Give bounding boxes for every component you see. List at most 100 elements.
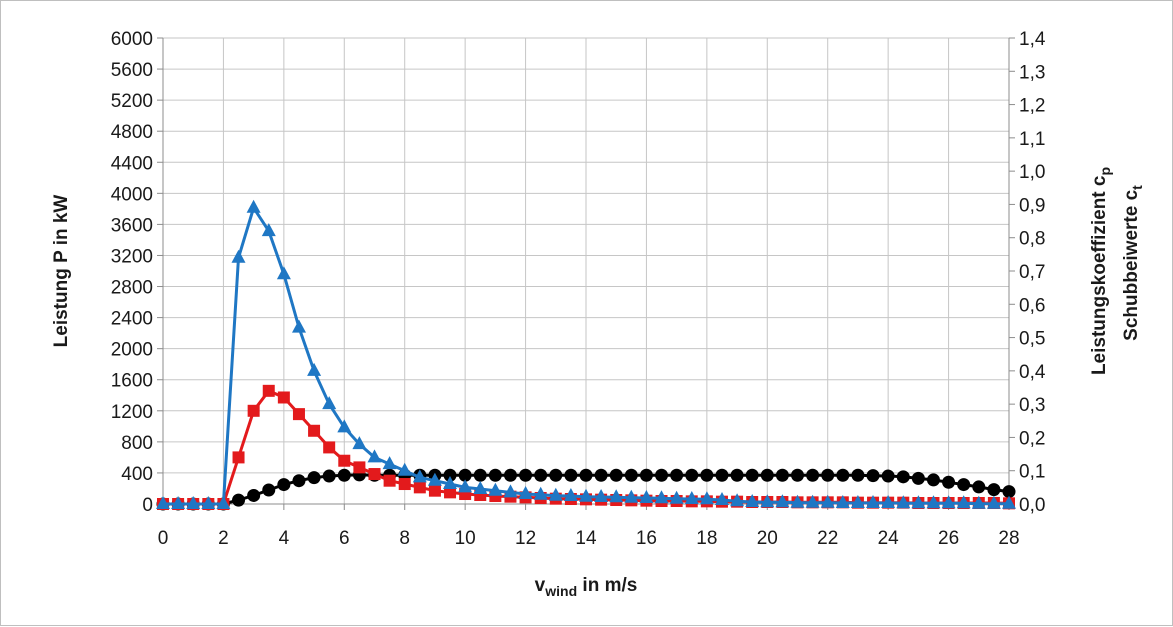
tick-labels: 0 400 800 1200 1600 2000 2400 2800 3200 3600 4000 4… bbox=[111, 29, 1046, 549]
y-right-tick-label: 0,5 bbox=[1019, 329, 1045, 350]
data-point-circle bbox=[232, 493, 246, 507]
x-axis-title-rest: in m/s bbox=[577, 575, 637, 596]
data-point-square bbox=[247, 404, 260, 417]
x-tick-label: 22 bbox=[817, 528, 838, 549]
y-left-tick-label: 400 bbox=[121, 464, 153, 485]
data-point-triangle bbox=[186, 496, 201, 509]
data-point-triangle bbox=[458, 479, 473, 493]
data-point-circle bbox=[337, 468, 351, 482]
data-point-triangle bbox=[292, 319, 306, 333]
data-point-square bbox=[383, 474, 396, 487]
data-point-triangle bbox=[427, 472, 442, 486]
x-axis-title-main: v bbox=[535, 575, 546, 596]
data-point-triangle bbox=[201, 496, 216, 509]
data-point-triangle bbox=[231, 249, 246, 263]
data-point-square bbox=[353, 461, 366, 474]
data-point-circle bbox=[926, 473, 940, 487]
y-left-tick-label: 4400 bbox=[111, 153, 153, 174]
data-point-circle bbox=[443, 468, 457, 482]
data-point-circle bbox=[503, 468, 517, 482]
series-layer bbox=[156, 199, 1016, 511]
data-point-circle bbox=[322, 469, 336, 483]
x-tick-label: 14 bbox=[575, 528, 597, 549]
data-point-triangle bbox=[956, 495, 971, 509]
data-point-triangle bbox=[412, 469, 427, 483]
data-point-circle bbox=[549, 468, 563, 482]
x-tick-label: 28 bbox=[998, 528, 1019, 549]
y-left-tick-label: 3600 bbox=[111, 215, 153, 236]
data-point-square bbox=[338, 454, 351, 467]
data-point-triangle bbox=[594, 489, 609, 502]
grid bbox=[162, 37, 1010, 505]
data-point-triangle bbox=[473, 481, 488, 494]
data-point-circle bbox=[609, 468, 623, 482]
data-point-triangle bbox=[986, 495, 1001, 509]
y-right-axis-title-2-sub: t bbox=[1129, 185, 1145, 190]
y-left-tick-label: 2800 bbox=[111, 278, 153, 299]
data-point-square bbox=[428, 484, 441, 497]
data-point-circle bbox=[579, 468, 593, 482]
y-right-tick-label: 1,2 bbox=[1019, 96, 1045, 117]
y-right-tick-label: 1,1 bbox=[1019, 129, 1045, 150]
data-point-triangle bbox=[896, 495, 911, 509]
data-point-square bbox=[292, 408, 305, 421]
x-tick-label: 12 bbox=[515, 528, 536, 549]
data-point-triangle bbox=[805, 494, 820, 508]
data-point-circle bbox=[519, 468, 533, 482]
y-right-tick-label: 1,4 bbox=[1019, 29, 1046, 50]
data-point-circle bbox=[806, 468, 820, 482]
data-point-triangle bbox=[367, 449, 382, 463]
y-right-axis-title-1-sub: p bbox=[1097, 167, 1113, 176]
data-point-triangle bbox=[715, 492, 729, 505]
data-point-triangle bbox=[488, 482, 503, 496]
data-point-circle bbox=[685, 468, 699, 482]
data-point-circle bbox=[957, 478, 971, 492]
y-right-tick-label: 1,0 bbox=[1019, 162, 1045, 183]
y-right-tick-label: 0,1 bbox=[1019, 462, 1045, 483]
data-point-circle bbox=[730, 468, 744, 482]
y-right-tick-label: 0,9 bbox=[1019, 195, 1045, 216]
data-point-circle bbox=[760, 468, 774, 482]
data-point-square bbox=[277, 391, 290, 404]
data-point-circle bbox=[458, 468, 472, 482]
data-point-circle bbox=[836, 468, 850, 482]
data-point-triangle bbox=[276, 266, 291, 280]
data-point-circle bbox=[639, 468, 653, 482]
data-point-square bbox=[398, 478, 411, 491]
data-point-circle bbox=[670, 468, 684, 482]
data-point-triangle bbox=[684, 491, 699, 504]
data-point-triangle bbox=[835, 495, 850, 508]
y-left-tick-label: 6000 bbox=[111, 29, 153, 50]
x-tick-label: 0 bbox=[158, 528, 169, 549]
data-point-triangle bbox=[760, 494, 775, 508]
data-point-circle bbox=[972, 480, 986, 494]
data-point-triangle bbox=[156, 496, 170, 509]
x-tick-label: 4 bbox=[279, 528, 290, 549]
data-point-circle bbox=[307, 471, 321, 485]
y-right-tick-label: 0,2 bbox=[1019, 428, 1045, 449]
data-point-circle bbox=[745, 468, 759, 482]
data-point-circle bbox=[247, 488, 261, 502]
data-point-circle bbox=[866, 469, 880, 483]
data-point-circle bbox=[987, 483, 1001, 497]
data-point-triangle bbox=[730, 493, 745, 507]
y-left-tick-label: 3200 bbox=[111, 246, 153, 267]
data-point-square bbox=[413, 481, 426, 494]
data-point-triangle bbox=[881, 495, 896, 508]
data-point-circle bbox=[534, 468, 548, 482]
y-left-tick-label: 2400 bbox=[111, 309, 153, 330]
y-right-tick-label: 0,4 bbox=[1019, 362, 1046, 383]
data-point-square bbox=[444, 486, 457, 499]
data-point-triangle bbox=[941, 495, 956, 509]
data-point-circle bbox=[791, 468, 804, 482]
data-point-triangle bbox=[171, 496, 186, 509]
data-point-triangle bbox=[866, 495, 880, 508]
data-point-circle bbox=[881, 469, 895, 483]
data-point-circle bbox=[851, 468, 865, 482]
data-point-triangle bbox=[533, 486, 548, 500]
data-point-triangle bbox=[216, 496, 231, 509]
data-point-triangle bbox=[654, 490, 669, 504]
y-left-tick-label: 5200 bbox=[111, 91, 153, 112]
y-right-axis-title-2-main: Schubbeiwerte c bbox=[1121, 189, 1142, 340]
data-point-circle bbox=[1002, 485, 1016, 499]
